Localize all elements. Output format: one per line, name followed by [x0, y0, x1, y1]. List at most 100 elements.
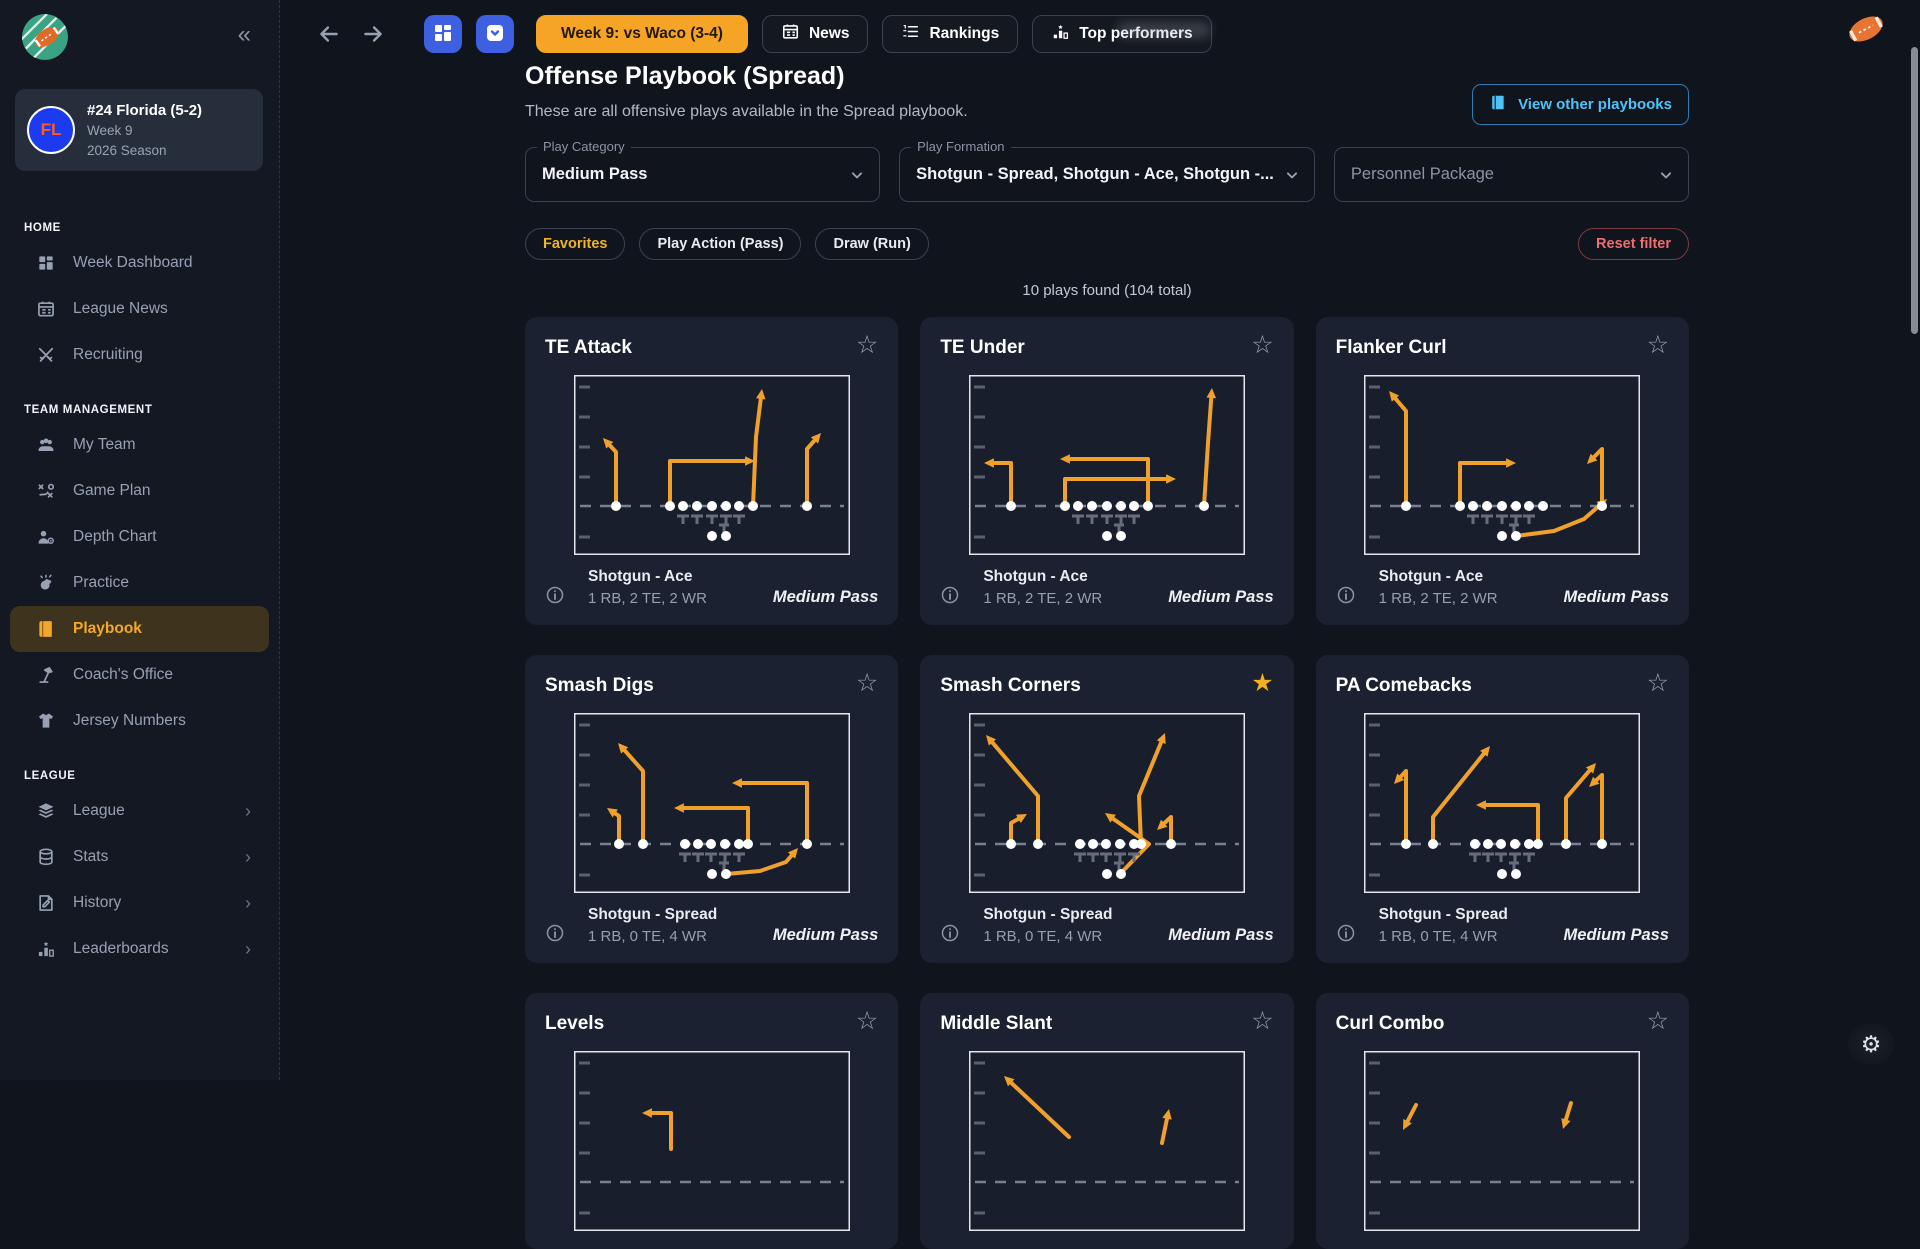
sidebar-item-practice[interactable]: Practice [10, 560, 269, 606]
favorite-star-icon[interactable]: ☆ [1251, 1009, 1273, 1034]
play-diagram [969, 713, 1245, 893]
play-personnel: 1 RB, 0 TE, 4 WR [588, 928, 717, 945]
sidebar-item-jersey-numbers[interactable]: Jersey Numbers [10, 698, 269, 744]
sidebar-item-depth-chart[interactable]: Depth Chart [10, 514, 269, 560]
rankings-button[interactable]: Rankings [882, 15, 1018, 53]
sidebar-item-my-team[interactable]: My Team [10, 422, 269, 468]
sidebar-item-leaderboards[interactable]: Leaderboards › [10, 926, 269, 972]
sidebar-collapse-button[interactable]: « [232, 22, 257, 48]
gameplan-icon [36, 481, 56, 501]
stats-icon [36, 847, 56, 867]
apps-grid-icon [431, 21, 455, 48]
view-other-playbooks-button[interactable]: View other playbooks [1472, 84, 1689, 125]
sidebar-item-label: Jersey Numbers [73, 712, 186, 730]
favorite-star-icon[interactable]: ☆ [1251, 333, 1273, 358]
chevron-down-icon [1282, 165, 1302, 185]
play-category: Medium Pass [773, 588, 878, 607]
play-card[interactable]: TE Attack ☆ Shotgun - Ace 1 RB, 2 TE, 2 WR M… [525, 317, 898, 625]
play-diagram [1364, 713, 1640, 893]
inbox-tray-button[interactable] [476, 15, 514, 53]
sidebar-item-coach-s-office[interactable]: Coach's Office [10, 652, 269, 698]
leaderboards-icon [36, 939, 56, 959]
scrollbar-thumb[interactable] [1911, 47, 1918, 334]
settings-gear-icon[interactable]: ⚙ [1848, 1024, 1894, 1064]
sidebar-item-stats[interactable]: Stats› [10, 834, 269, 880]
favorite-star-icon[interactable]: ☆ [856, 333, 878, 358]
filter-chips-row: Favorites Play Action (Pass) Draw (Run) Res… [525, 228, 1689, 260]
sidebar-item-week-dashboard[interactable]: Week Dashboard [10, 240, 269, 286]
favorite-star-icon[interactable]: ☆ [1647, 333, 1669, 358]
play-category-select[interactable]: Play Category Medium Pass [525, 147, 880, 202]
team-card[interactable]: FL #24 Florida (5-2) Week 9 2026 Season [15, 89, 263, 171]
favorite-star-icon[interactable]: ☆ [856, 671, 878, 696]
chevron-right-icon: › [245, 848, 251, 866]
chevron-right-icon: › [245, 894, 251, 912]
play-title: TE Attack [545, 333, 632, 359]
play-card[interactable]: Curl Combo☆ [1316, 993, 1689, 1249]
back-arrow-button[interactable] [314, 19, 344, 49]
personnel-package-select[interactable]: Personnel Package [1334, 147, 1689, 202]
info-icon[interactable] [545, 585, 565, 605]
sidebar-item-label: Playbook [73, 620, 142, 638]
forward-arrow-button[interactable] [358, 19, 388, 49]
sidebar: « FL #24 Florida (5-2) Week 9 2026 Seaso… [0, 0, 280, 1080]
sidebar-item-label: Week Dashboard [73, 254, 192, 272]
page-subtitle: These are all offensive plays available … [525, 103, 968, 121]
reset-filter-button[interactable]: Reset filter [1578, 228, 1689, 260]
nav-section-label: TEAM MANAGEMENT [24, 404, 279, 416]
sidebar-item-label: History [73, 894, 121, 912]
play-formation: Shotgun - Spread [1379, 906, 1508, 924]
league-icon [36, 801, 56, 821]
play-category: Medium Pass [1168, 588, 1273, 607]
info-icon[interactable] [1336, 923, 1356, 943]
chevron-right-icon: › [245, 802, 251, 820]
sidebar-item-league[interactable]: League› [10, 788, 269, 834]
sidebar-item-playbook[interactable]: Playbook [10, 606, 269, 652]
favorite-star-icon[interactable]: ☆ [1647, 671, 1669, 696]
team-week: Week 9 [87, 122, 202, 140]
week-matchup-button[interactable]: Week 9: vs Waco (3-4) [536, 15, 748, 53]
info-icon[interactable] [940, 585, 960, 605]
favorite-star-icon[interactable]: ☆ [1647, 1009, 1669, 1034]
play-card[interactable]: Middle Slant☆ [920, 993, 1293, 1249]
apps-grid-button[interactable] [424, 15, 462, 53]
play-category: Medium Pass [1564, 926, 1669, 945]
chevron-right-icon: › [245, 940, 251, 958]
play-diagram [574, 375, 850, 555]
news-button[interactable]: News [762, 15, 869, 53]
favorite-star-icon-filled[interactable]: ★ [1251, 671, 1273, 696]
play-formation-select[interactable]: Play Formation Shotgun - Spread, Shotgun… [899, 147, 1315, 202]
sidebar-item-history[interactable]: History › [10, 880, 269, 926]
filter-chip-favorites[interactable]: Favorites [525, 228, 625, 260]
play-title: Smash Corners [940, 671, 1080, 697]
play-personnel: 1 RB, 0 TE, 4 WR [1379, 928, 1508, 945]
play-diagram [969, 1051, 1245, 1231]
play-personnel: 1 RB, 2 TE, 2 WR [588, 590, 707, 607]
info-icon[interactable] [1336, 585, 1356, 605]
filter-chip-play-action-pass-[interactable]: Play Action (Pass) [639, 228, 801, 260]
sidebar-item-label: Leaderboards [73, 940, 169, 958]
coach-icon [36, 665, 56, 685]
info-icon[interactable] [545, 923, 565, 943]
play-formation: Shotgun - Ace [1379, 568, 1498, 586]
sidebar-item-game-plan[interactable]: Game Plan [10, 468, 269, 514]
play-personnel: 1 RB, 2 TE, 2 WR [983, 590, 1102, 607]
play-diagram [574, 1051, 850, 1231]
info-icon[interactable] [940, 923, 960, 943]
filter-chip-draw-run-[interactable]: Draw (Run) [815, 228, 928, 260]
results-count: 10 plays found (104 total) [525, 282, 1689, 299]
play-diagram [969, 375, 1245, 555]
sidebar-item-league-news[interactable]: League News [10, 286, 269, 332]
play-formation: Shotgun - Ace [983, 568, 1102, 586]
play-card[interactable]: Levels☆ [525, 993, 898, 1249]
favorite-star-icon[interactable]: ☆ [856, 1009, 878, 1034]
sidebar-item-recruiting[interactable]: Recruiting [10, 332, 269, 378]
play-formation: Shotgun - Ace [588, 568, 707, 586]
play-category: Medium Pass [1564, 588, 1669, 607]
